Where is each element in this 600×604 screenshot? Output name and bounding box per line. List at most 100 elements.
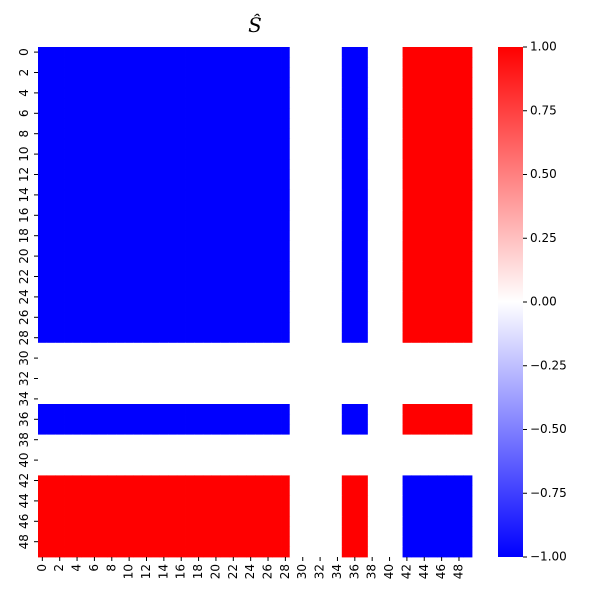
heatmap-cell <box>124 516 134 527</box>
heatmap-cell <box>90 138 100 150</box>
heatmap-cell <box>281 240 291 252</box>
heatmap-cell <box>341 455 351 466</box>
heatmap-cell <box>393 98 403 109</box>
heatmap-cell <box>463 506 473 517</box>
heatmap-cell <box>419 546 429 558</box>
heatmap-cell <box>298 108 308 119</box>
heatmap-cell <box>246 485 256 497</box>
heatmap-cell <box>289 179 299 191</box>
heatmap-cell <box>72 138 82 150</box>
heatmap-cell <box>202 353 212 364</box>
heatmap-cell <box>341 424 351 435</box>
heatmap-cell <box>211 169 221 180</box>
heatmap-cell <box>437 291 447 303</box>
heatmap-cell <box>393 444 403 456</box>
heatmap-cell <box>228 87 239 99</box>
heatmap-cell <box>367 210 377 221</box>
heatmap-cell <box>315 251 325 262</box>
y-tick-label: 48 <box>17 534 31 549</box>
heatmap-cell <box>359 261 369 272</box>
heatmap-cell <box>72 475 82 486</box>
heatmap-cell <box>185 322 195 333</box>
heatmap-cell <box>194 210 204 221</box>
heatmap-cell <box>159 373 169 384</box>
heatmap-cell <box>393 342 403 354</box>
heatmap-cell <box>272 128 282 140</box>
heatmap-cell <box>454 485 464 497</box>
heatmap-cell <box>107 383 117 395</box>
y-tick-label: 22 <box>17 269 31 284</box>
heatmap-cell <box>124 546 134 558</box>
heatmap-cell <box>228 210 239 221</box>
heatmap-cell <box>263 291 273 303</box>
heatmap-cell <box>168 47 178 58</box>
heatmap-cell <box>107 179 117 191</box>
heatmap-cell <box>428 108 438 119</box>
heatmap-cell <box>402 414 412 425</box>
heatmap-cell <box>202 373 212 384</box>
heatmap-cell <box>159 322 169 333</box>
heatmap-cell <box>107 342 117 354</box>
heatmap-cell <box>298 230 308 242</box>
heatmap-cell <box>367 251 377 262</box>
heatmap-cell <box>463 138 473 150</box>
heatmap-cell <box>272 495 282 507</box>
heatmap-cell <box>428 404 438 415</box>
heatmap-cell <box>324 118 334 129</box>
heatmap-cell <box>402 475 412 486</box>
heatmap-cell <box>463 404 473 415</box>
heatmap-cell <box>246 322 256 333</box>
heatmap-cell <box>168 434 178 446</box>
heatmap-cell <box>211 434 221 446</box>
heatmap-cell <box>168 251 178 262</box>
heatmap-cell <box>168 383 178 395</box>
heatmap-cell <box>64 302 74 313</box>
heatmap-cell <box>359 455 369 466</box>
heatmap-cell <box>307 159 317 170</box>
heatmap-cell <box>133 495 143 507</box>
heatmap-cell <box>81 485 91 497</box>
heatmap-cell <box>289 189 299 201</box>
heatmap-cell <box>46 67 56 78</box>
heatmap-cell <box>228 179 239 191</box>
heatmap-cell <box>385 108 395 119</box>
heatmap-cell <box>133 516 143 527</box>
heatmap-cell <box>38 404 48 415</box>
heatmap-cell <box>64 67 74 78</box>
heatmap-cell <box>307 210 317 221</box>
heatmap-cell <box>255 87 265 99</box>
heatmap-cell <box>298 536 308 548</box>
heatmap-cell <box>211 210 221 221</box>
heatmap-cell <box>64 353 74 364</box>
heatmap-cell <box>393 455 403 466</box>
heatmap-cell <box>142 159 152 170</box>
heatmap-cell <box>411 516 421 527</box>
heatmap-cell <box>90 424 100 435</box>
heatmap-cell <box>46 373 56 384</box>
heatmap-cell <box>64 322 74 333</box>
heatmap-cell <box>333 322 343 333</box>
heatmap-cell <box>463 312 473 323</box>
heatmap-cell <box>263 332 273 344</box>
heatmap-cell <box>307 455 317 466</box>
heatmap-cell <box>393 495 403 507</box>
heatmap-cell <box>419 526 429 537</box>
heatmap-cell <box>72 57 82 68</box>
heatmap-cell <box>176 291 186 303</box>
heatmap-cell <box>202 332 212 344</box>
heatmap-cell <box>64 383 74 395</box>
heatmap-cell <box>393 128 403 140</box>
heatmap-cell <box>333 271 343 282</box>
heatmap-cell <box>255 230 265 242</box>
heatmap-cell <box>341 465 351 476</box>
heatmap-cell <box>393 220 403 231</box>
heatmap-cell <box>46 526 56 537</box>
heatmap-cell <box>168 169 178 180</box>
heatmap-cell <box>124 281 134 293</box>
heatmap-cell <box>142 546 152 558</box>
heatmap-cell <box>255 179 265 191</box>
heatmap-cell <box>142 363 152 374</box>
heatmap-cell <box>38 271 48 282</box>
heatmap-cell <box>202 434 212 446</box>
heatmap-cell <box>445 393 456 405</box>
